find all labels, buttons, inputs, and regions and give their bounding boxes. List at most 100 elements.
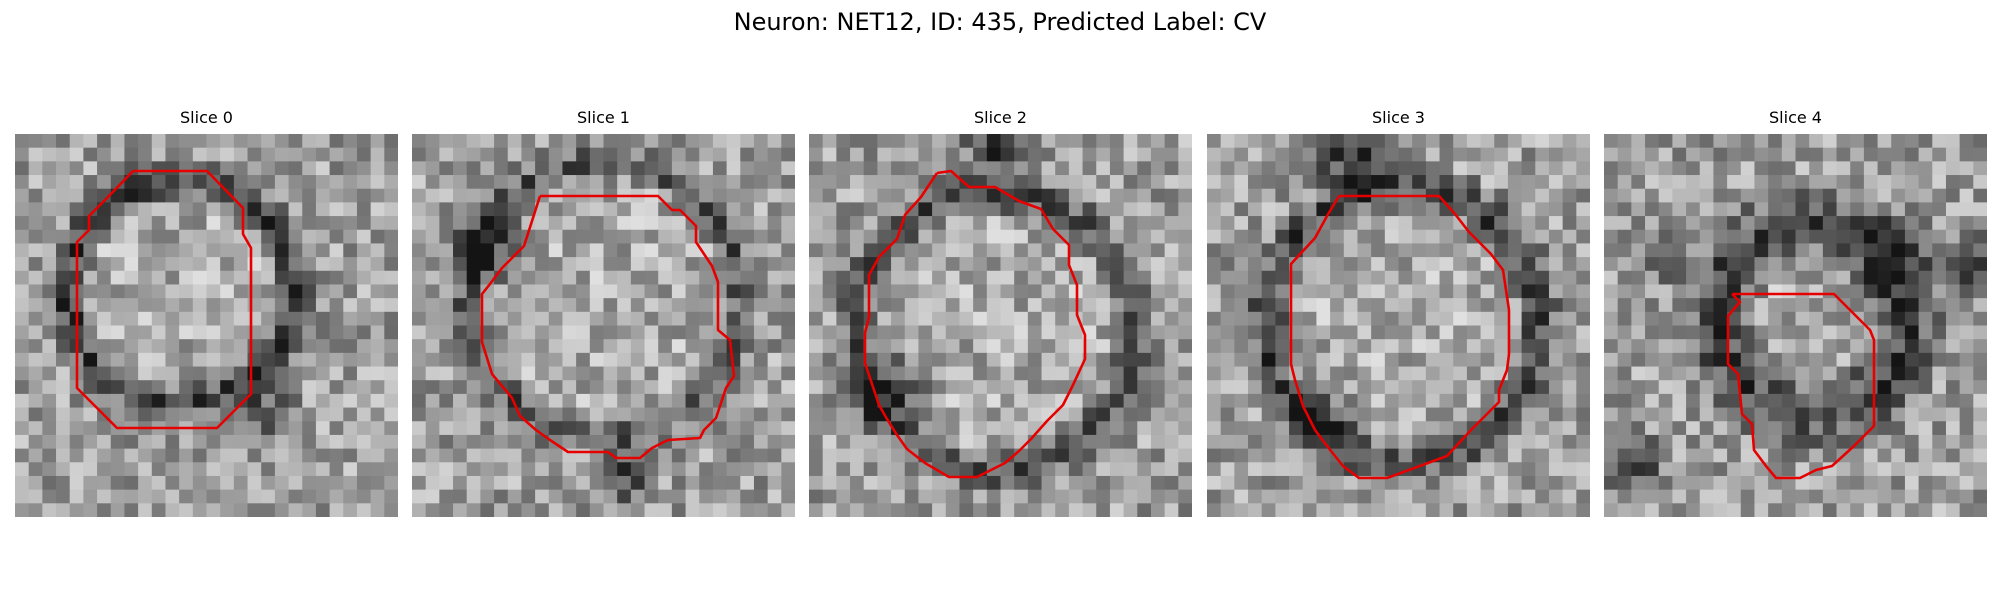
pixel-cell [1248,147,1263,162]
pixel-cell [548,421,564,436]
pixel-cell [740,134,755,149]
pixel-cell [1357,366,1372,381]
pixel-cell [1959,243,1974,258]
pixel-cell [630,216,646,231]
pixel-cell [1330,448,1345,463]
pixel-cell [1439,216,1454,231]
pixel-cell [1932,284,1947,299]
pixel-cell [1645,298,1660,313]
pixel-cell [1809,503,1824,517]
pixel-cell [425,243,440,258]
pixel-cell [1672,243,1687,258]
pixel-cell [1686,270,1701,286]
pixel-cell [740,393,755,409]
pixel-cell [699,298,714,313]
pixel-cell [1863,434,1879,450]
pixel-cell [206,407,221,422]
pixel-cell [836,229,851,245]
pixel-cell [220,393,235,409]
pixel-cell [1466,202,1482,217]
pixel-cell [1480,175,1495,190]
pixel-cell [562,202,577,217]
pixel-cell [644,147,659,162]
pixel-cell [1027,489,1043,504]
pixel-cell [576,339,591,354]
pixel-cell [247,298,262,313]
pixel-cell [1507,311,1523,327]
pixel-cell [1891,134,1906,149]
pixel-cell [1686,202,1701,217]
pixel-cell [1248,407,1263,422]
pixel-cell [1150,298,1166,313]
pixel-cell [740,366,755,381]
pixel-cell [1576,462,1590,477]
pixel-cell [1604,393,1619,409]
pixel-cell [1425,380,1441,395]
pixel-cell [1562,134,1577,149]
pixel-cell [1754,407,1769,422]
pixel-cell [1740,134,1756,149]
pixel-cell [535,366,550,381]
pixel-cell [781,421,795,436]
pixel-cell [1658,475,1673,491]
pixel-cell [1275,325,1290,340]
pixel-cell [1686,325,1701,340]
pixel-cell [1439,393,1454,409]
pixel-cell [329,366,344,381]
pixel-cell [1727,243,1742,258]
pixel-cell [247,352,262,368]
pixel-cell [315,503,331,517]
pixel-cell [110,284,126,299]
pixel-cell [480,462,495,477]
pixel-cell [1754,147,1769,162]
pixel-cell [781,216,795,231]
pixel-cell [343,421,358,436]
pixel-cell [1123,311,1138,327]
pixel-cell [1289,161,1304,176]
pixel-cell [15,298,30,313]
pixel-cell [1109,270,1125,286]
pixel-cell [986,298,1002,313]
pixel-cell [1918,147,1933,162]
pixel-cell [712,175,728,190]
pixel-cell [1754,489,1769,504]
pixel-cell [1521,298,1536,313]
pixel-cell [1178,147,1192,162]
pixel-cell [1150,339,1166,354]
pixel-cell [274,421,290,436]
pixel-cell [1480,284,1495,299]
pixel-cell [507,380,523,395]
pixel-cell [1521,311,1536,327]
pixel-cell [56,147,71,162]
pixel-cell [138,462,153,477]
pixel-cell [576,407,591,422]
pixel-cell [850,243,865,258]
pixel-cell [1178,134,1192,149]
pixel-cell [1918,134,1933,149]
pixel-cell [192,202,208,217]
pixel-cell [932,147,947,162]
pixel-cell [1809,489,1824,504]
pixel-cell [1576,243,1590,258]
pixel-cell [1068,503,1084,517]
pixel-cell [110,229,126,245]
pixel-cell [671,325,687,340]
pixel-cell [1164,475,1179,491]
pixel-cell [699,352,714,368]
pixel-cell [1439,147,1454,162]
pixel-cell [1754,366,1769,381]
pixel-cell [28,161,43,176]
pixel-cell [521,352,536,368]
pixel-cell [1302,216,1318,231]
pixel-cell [1727,489,1742,504]
pixel-cell [42,175,57,190]
pixel-cell [877,284,892,299]
pixel-cell [973,134,988,149]
pixel-cell [1466,380,1482,395]
pixel-cell [1082,366,1097,381]
pixel-cell [384,448,398,463]
pixel-cell [1123,298,1138,313]
pixel-cell [1316,421,1331,436]
pixel-cell [1521,352,1536,368]
pixel-cell [589,339,605,354]
